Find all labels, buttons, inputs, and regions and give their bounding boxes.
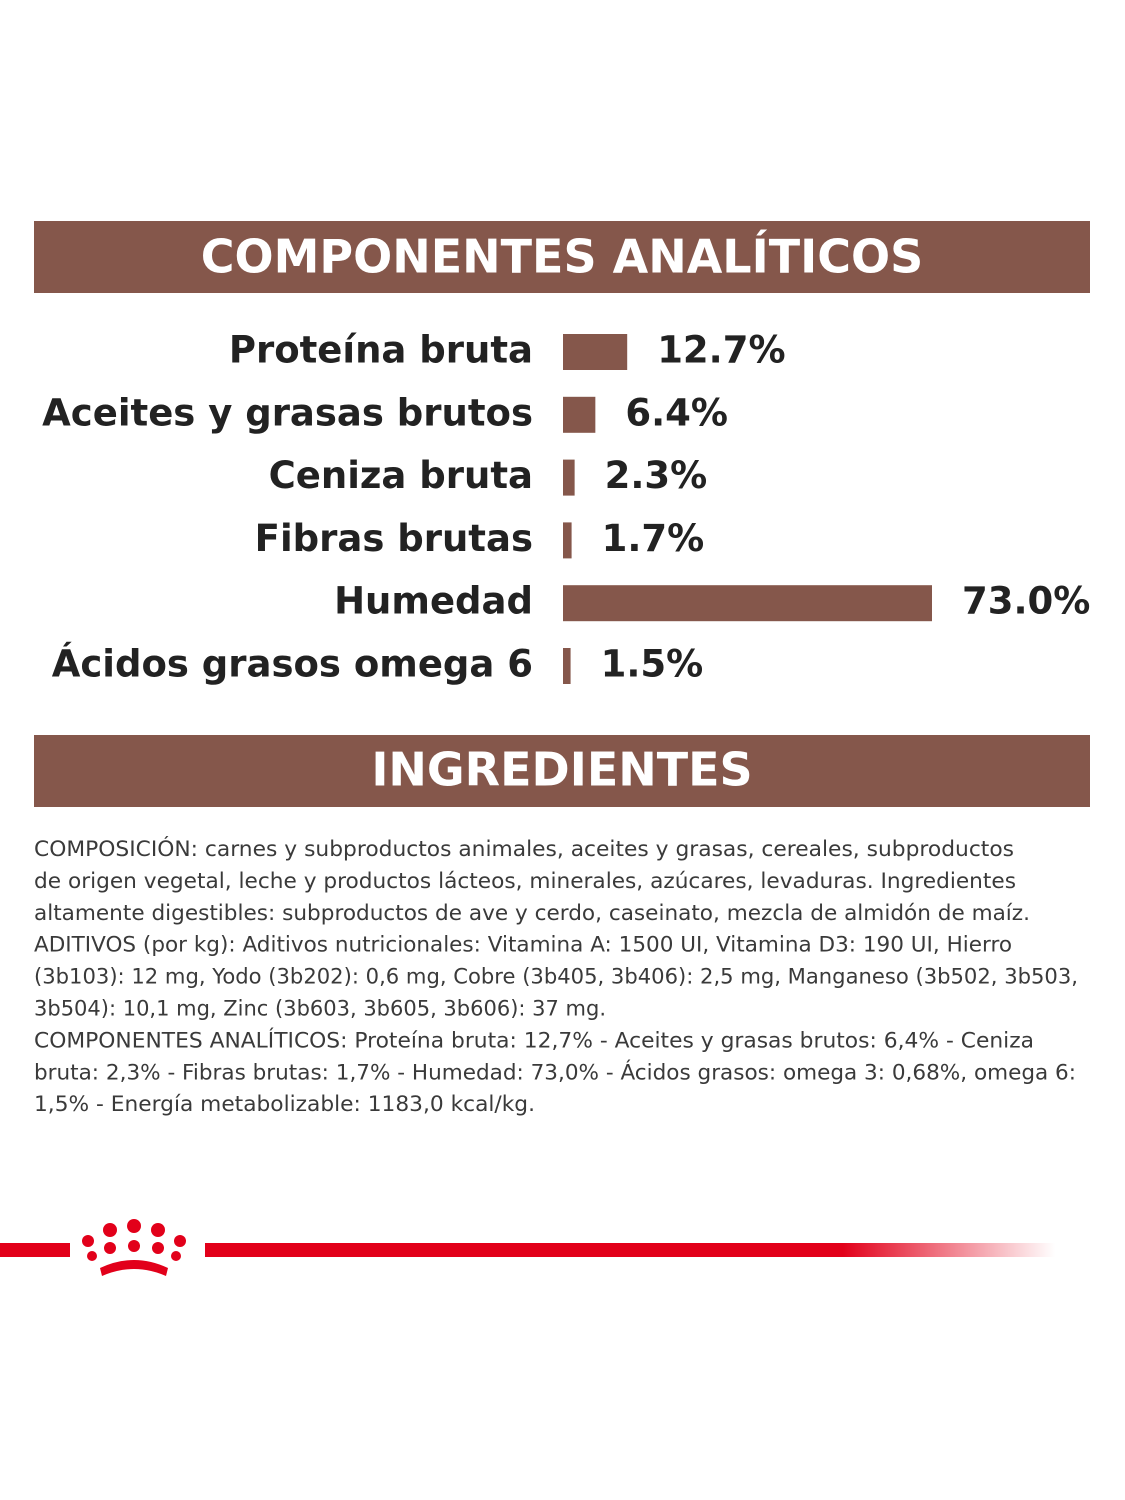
text-line: COMPOSICIÓN: carnes y subproductos anima… [34, 836, 1014, 861]
category-label: Ceniza bruta [269, 454, 533, 497]
category-label: Humedad [334, 580, 533, 623]
bar [563, 396, 596, 433]
category-label: Ácidos grasos omega 6 [52, 642, 533, 686]
value-label: 2.3% [605, 454, 708, 497]
header-band [34, 221, 1090, 293]
bar [563, 522, 572, 559]
value-label: 73.0% [962, 580, 1090, 623]
brand-logo [0, 1219, 1055, 1276]
text-line: COMPONENTES ANALÍTICOS: Proteína bruta: … [34, 1027, 1034, 1052]
text-line: de origen vegetal, leche y productos lác… [34, 869, 1016, 893]
value-label: 6.4% [625, 391, 728, 434]
chart-title: COMPONENTES ANALÍTICOS [201, 230, 923, 284]
ingredients-text: COMPOSICIÓN: carnes y subproductos anima… [34, 836, 1078, 1116]
section-title: INGREDIENTES [371, 743, 752, 797]
value-label: 1.7% [602, 517, 705, 560]
value-label: 1.5% [601, 643, 704, 686]
text-line: 1,5% - Energía metabolizable: 1183,0 kca… [34, 1092, 535, 1116]
category-label: Fibras brutas [255, 517, 533, 560]
bar-chart: Proteína bruta 12.7% Aceites y grasas brut… [42, 329, 1090, 686]
bar [563, 334, 628, 370]
value-label: 12.7% [657, 329, 785, 372]
text-line: altamente digestibles: subproductos de a… [34, 901, 1030, 925]
bar [563, 648, 571, 684]
text-line: bruta: 2,3% - Fibras brutas: 1,7% - Hume… [34, 1059, 1076, 1084]
category-label: Proteína bruta [229, 329, 533, 372]
header-band [34, 735, 1090, 807]
bar [563, 585, 932, 622]
text-line: (3b103): 12 mg, Yodo (3b202): 0,6 mg, Co… [34, 965, 1078, 989]
category-label: Aceites y grasas brutos [42, 391, 533, 434]
text-line: ADITIVOS (por kg): Aditivos nutricionale… [34, 933, 1012, 957]
text-line: 3b504): 10,1 mg, Zinc (3b603, 3b605, 3b6… [34, 997, 606, 1021]
bar [563, 459, 575, 496]
